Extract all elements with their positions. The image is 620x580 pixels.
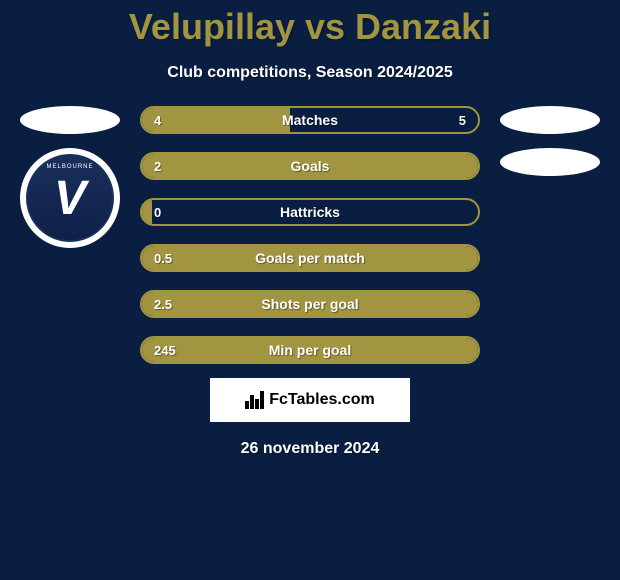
stat-fill [142, 108, 290, 132]
stat-label: Hattricks [280, 204, 340, 220]
stat-row: 2 Goals [140, 152, 480, 180]
stat-row: 0 Hattricks [140, 198, 480, 226]
stat-row: 245 Min per goal [140, 336, 480, 364]
stat-label: Matches [282, 112, 338, 128]
stat-label: Shots per goal [261, 296, 358, 312]
main-container: MELBOURNE V 4 Matches 5 2 Goals 0 Hattricks 0.5… [0, 106, 620, 364]
date-text: 26 november 2024 [0, 440, 620, 458]
stats-column: 4 Matches 5 2 Goals 0 Hattricks 0.5 Goals per ma… [140, 106, 480, 364]
stat-left-value: 0 [154, 205, 161, 220]
stat-label: Min per goal [269, 342, 351, 358]
right-ellipse-1 [500, 106, 600, 134]
badge-letter: V [54, 171, 86, 226]
stat-left-value: 4 [154, 113, 161, 128]
stat-left-value: 0.5 [154, 251, 172, 266]
logo-text: FcTables.com [269, 391, 375, 409]
stat-label: Goals [291, 158, 330, 174]
chart-icon [245, 391, 265, 409]
right-ellipse-2 [500, 148, 600, 176]
stat-row: 0.5 Goals per match [140, 244, 480, 272]
stat-left-value: 245 [154, 343, 176, 358]
right-column [500, 106, 600, 176]
stat-label: Goals per match [255, 250, 365, 266]
left-column: MELBOURNE V [20, 106, 120, 248]
stat-fill [142, 200, 152, 224]
stat-left-value: 2 [154, 159, 161, 174]
team-badge-left: MELBOURNE V [20, 148, 120, 248]
stat-row: 2.5 Shots per goal [140, 290, 480, 318]
stat-left-value: 2.5 [154, 297, 172, 312]
stat-right-value: 5 [459, 113, 466, 128]
badge-inner: MELBOURNE V [26, 154, 114, 242]
stat-row: 4 Matches 5 [140, 106, 480, 134]
page-subtitle: Club competitions, Season 2024/2025 [0, 64, 620, 82]
page-title: Velupillay vs Danzaki [0, 0, 620, 48]
logo-box: FcTables.com [210, 378, 410, 422]
badge-top-text: MELBOURNE [46, 164, 93, 170]
left-ellipse [20, 106, 120, 134]
